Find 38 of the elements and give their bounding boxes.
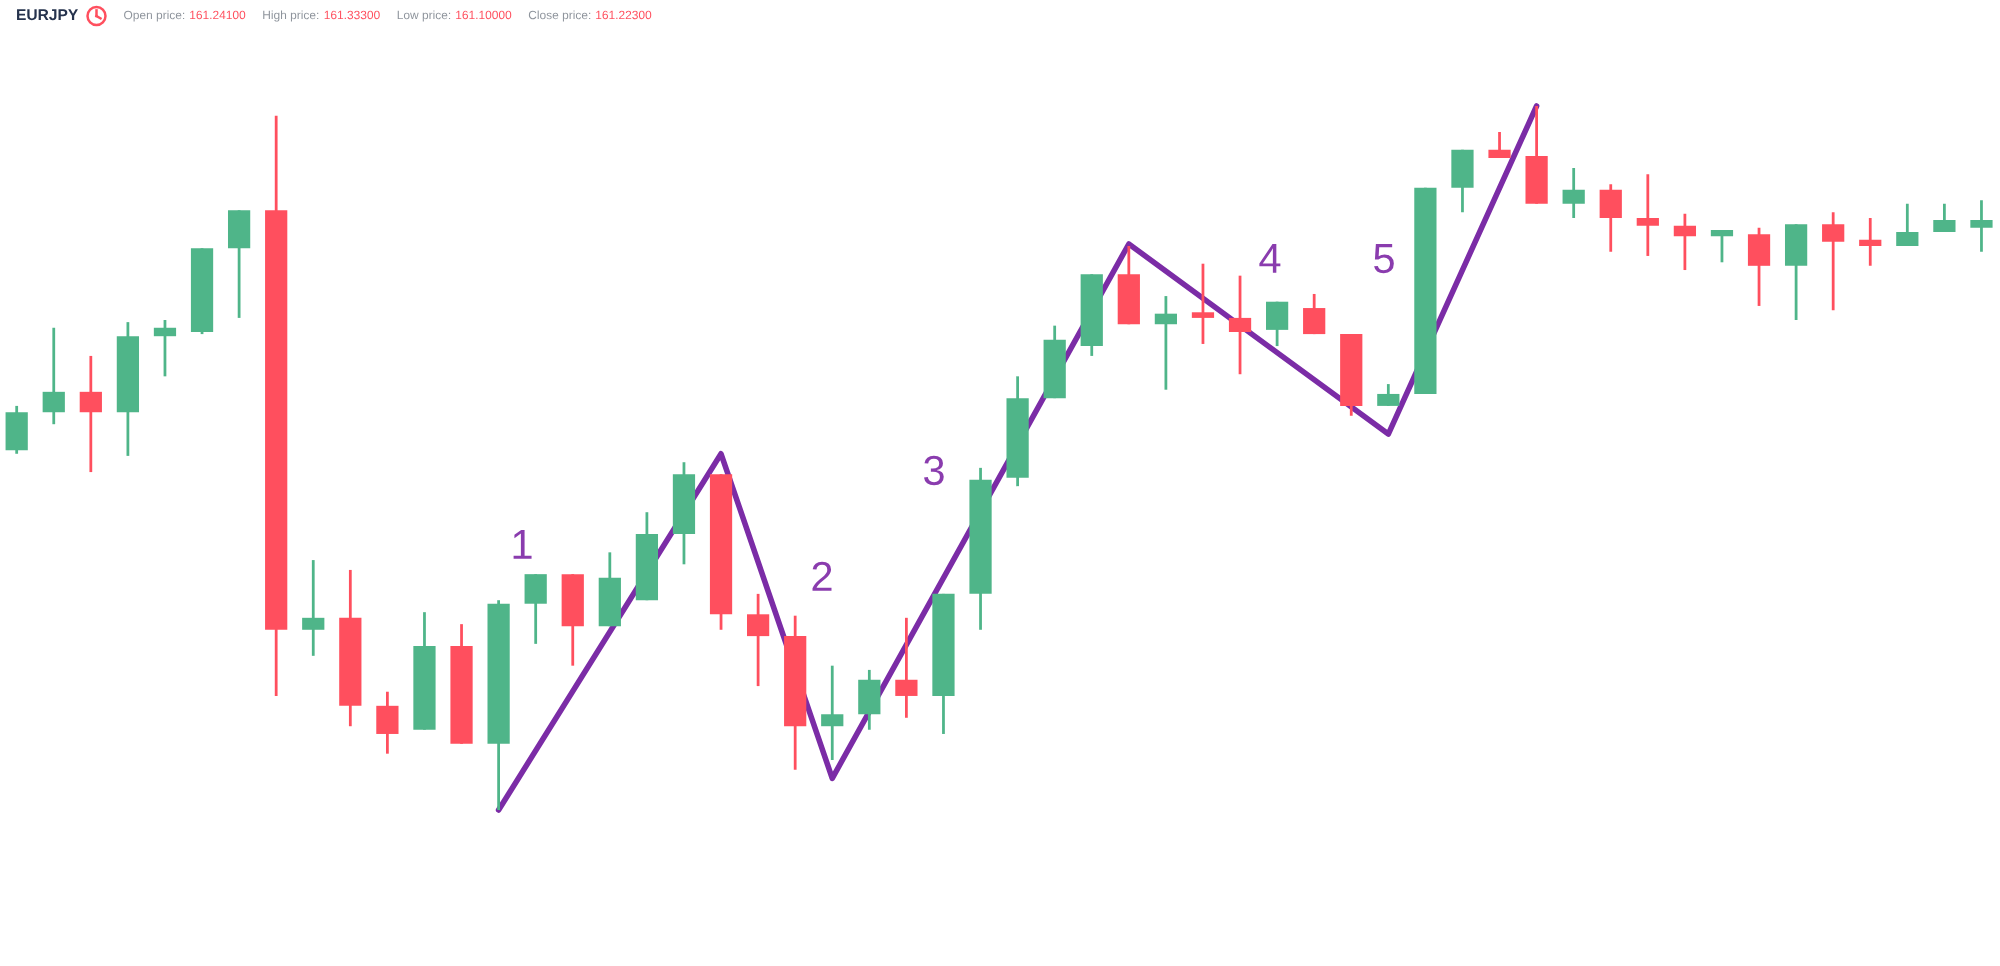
annotation: 3 bbox=[924, 455, 944, 486]
candlestick bbox=[376, 690, 399, 756]
candlestick bbox=[1784, 222, 1808, 322]
candlestick bbox=[1636, 172, 1659, 258]
candlestick bbox=[1859, 216, 1882, 268]
annotation: 5 bbox=[1374, 244, 1394, 274]
candlestick bbox=[1970, 198, 1993, 254]
candlestick bbox=[858, 668, 881, 732]
candlestick bbox=[1673, 212, 1697, 272]
candlestick bbox=[153, 318, 177, 378]
annotation: 2 bbox=[812, 561, 832, 591]
candlestick bbox=[79, 354, 102, 474]
candlestick bbox=[524, 572, 547, 646]
candlestick bbox=[1896, 202, 1919, 248]
candlestick bbox=[1451, 148, 1474, 214]
candlestick bbox=[1599, 182, 1622, 254]
candlestick bbox=[1525, 104, 1548, 206]
candlestick bbox=[1191, 262, 1215, 346]
candlestick bbox=[746, 592, 770, 688]
candlestick bbox=[1303, 292, 1326, 336]
candlestick bbox=[1228, 274, 1252, 376]
candlestick bbox=[1933, 202, 1956, 234]
candlestick bbox=[1377, 382, 1400, 408]
candlestick bbox=[1154, 294, 1178, 392]
candlestick bbox=[1710, 228, 1734, 264]
annotation: 1 bbox=[513, 530, 532, 559]
annotation: 4 bbox=[1259, 244, 1281, 273]
candlestick bbox=[302, 558, 325, 658]
candlestick bbox=[1822, 210, 1845, 312]
candlestick bbox=[1562, 166, 1585, 220]
candlestick bbox=[1488, 130, 1511, 160]
candlestick bbox=[42, 326, 65, 426]
candlestick bbox=[227, 208, 251, 320]
candlestick bbox=[821, 664, 844, 762]
candlestick bbox=[1747, 226, 1771, 308]
candlestick bbox=[5, 404, 28, 456]
candlestick bbox=[1265, 300, 1289, 348]
candlestick bbox=[895, 616, 918, 720]
